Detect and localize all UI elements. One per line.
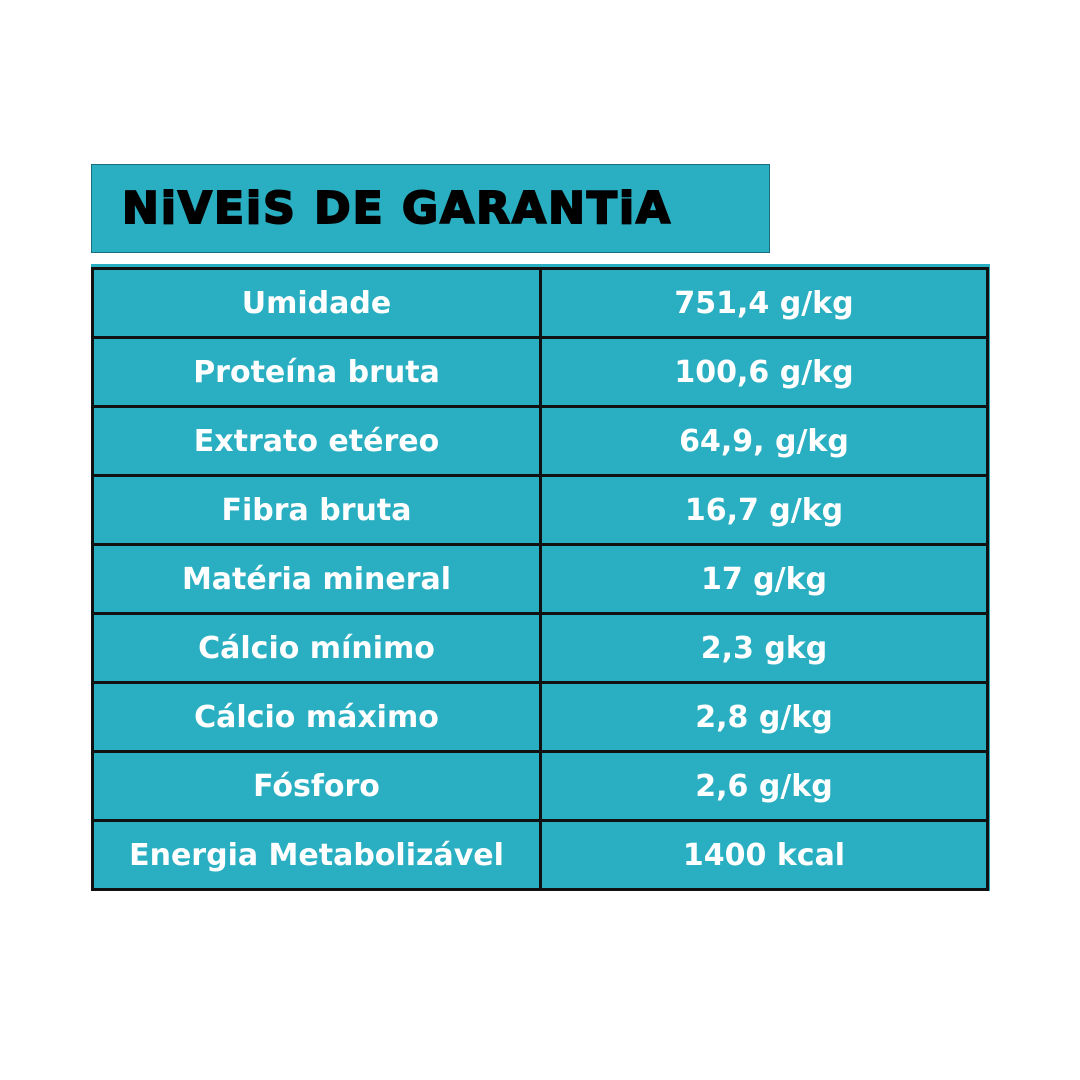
nutrient-value: 751,4 g/kg — [539, 267, 989, 339]
table-row: Extrato etéreo 64,9, g/kg — [91, 405, 989, 477]
nutrient-label: Cálcio mínimo — [91, 612, 542, 684]
table-row: Matéria mineral 17 g/kg — [91, 543, 989, 615]
nutrient-value: 17 g/kg — [539, 543, 989, 615]
table-row: Umidade 751,4 g/kg — [91, 267, 989, 339]
nutrient-label: Energia Metabolizável — [91, 819, 542, 891]
nutrient-value: 64,9, g/kg — [539, 405, 989, 477]
nutrient-table: Umidade 751,4 g/kg Proteína bruta 100,6 g/k… — [91, 267, 989, 891]
nutrient-label: Umidade — [91, 267, 542, 339]
nutrient-label: Matéria mineral — [91, 543, 542, 615]
table-row: Fibra bruta 16,7 g/kg — [91, 474, 989, 546]
table-row: Fósforo 2,6 g/kg — [91, 750, 989, 822]
table-row: Proteína bruta 100,6 g/kg — [91, 336, 989, 408]
nutrient-value: 2,8 g/kg — [539, 681, 989, 753]
table-row: Energia Metabolizável 1400 kcal — [91, 819, 989, 891]
nutrient-value: 2,6 g/kg — [539, 750, 989, 822]
page-title: NiVEiS DE GARANTiA — [121, 182, 673, 235]
title-banner: NiVEiS DE GARANTiA — [91, 164, 770, 253]
table-row: Cálcio máximo 2,8 g/kg — [91, 681, 989, 753]
nutrient-value: 2,3 gkg — [539, 612, 989, 684]
table-row: Cálcio mínimo 2,3 gkg — [91, 612, 989, 684]
nutrient-label: Fibra bruta — [91, 474, 542, 546]
nutrient-value: 1400 kcal — [539, 819, 989, 891]
nutrient-label: Proteína bruta — [91, 336, 542, 408]
guarantee-table: Umidade 751,4 g/kg Proteína bruta 100,6 g/k… — [91, 264, 990, 891]
nutrient-value: 16,7 g/kg — [539, 474, 989, 546]
nutrient-label: Extrato etéreo — [91, 405, 542, 477]
nutrient-value: 100,6 g/kg — [539, 336, 989, 408]
nutrient-label: Fósforo — [91, 750, 542, 822]
nutrient-label: Cálcio máximo — [91, 681, 542, 753]
